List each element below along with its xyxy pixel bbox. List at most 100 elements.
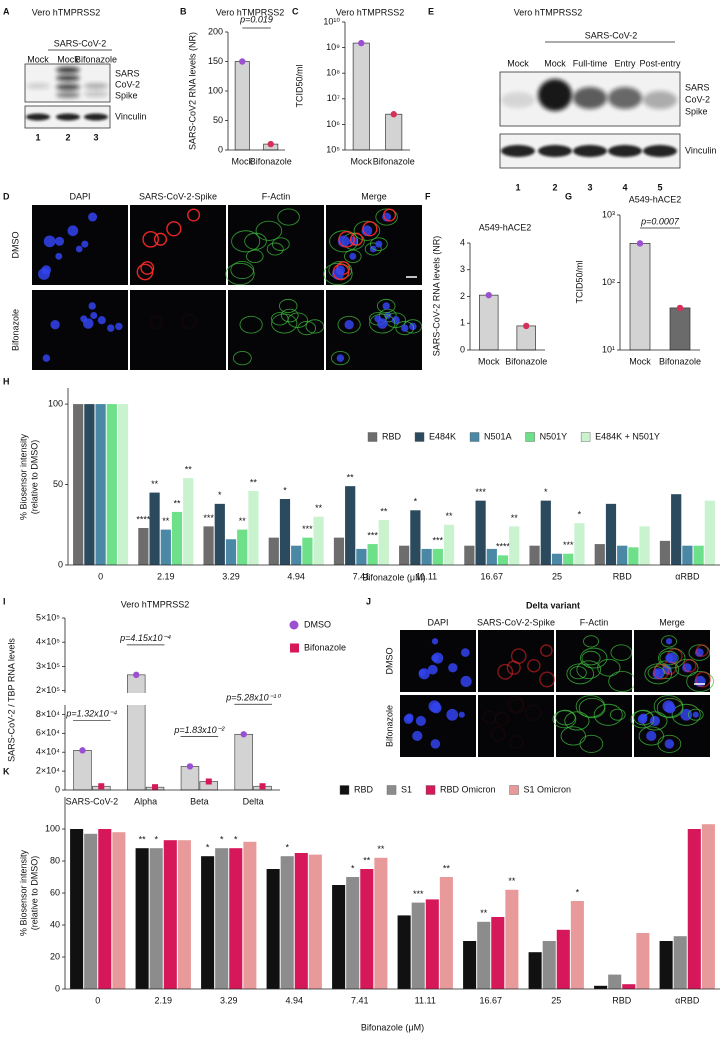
legend-label: E484K (429, 431, 456, 441)
significance: * (206, 843, 210, 853)
bar (608, 974, 622, 989)
y-tick-label: 6×10⁴ (36, 728, 60, 738)
bar (563, 553, 574, 565)
bar (268, 537, 279, 565)
nucleus (665, 638, 673, 645)
band (573, 145, 607, 157)
actin (323, 262, 353, 286)
actin (344, 249, 362, 264)
blot-target: SARS (115, 68, 140, 78)
bar (279, 499, 291, 565)
y-axis-label: TCID50/ml (574, 260, 584, 303)
bar (556, 929, 570, 989)
micrograph-cell (326, 290, 423, 370)
band (56, 92, 80, 98)
actin (687, 708, 704, 721)
x-tick-label: Mock (231, 156, 253, 166)
x-tick-label: 2.19 (154, 995, 172, 1005)
bar (410, 510, 421, 565)
x-tick-label: Alpha (134, 796, 157, 806)
bar (135, 848, 149, 989)
blot-group: SARS-CoV-2 (54, 38, 107, 48)
y-tick-label: 3×10⁵ (36, 661, 60, 671)
nucleus (88, 302, 96, 310)
y-tick-label: 0 (55, 983, 60, 993)
nucleus (448, 663, 458, 673)
spike-signal (181, 313, 197, 330)
nucleus (460, 648, 470, 657)
actin (597, 658, 621, 677)
band (538, 145, 572, 157)
y-tick-label: 0 (58, 559, 63, 569)
lane-label: Post-entry (639, 58, 681, 68)
panel-letter: H (3, 376, 10, 386)
spike-signal (638, 710, 653, 725)
actin (671, 703, 701, 726)
bar (177, 840, 191, 989)
legend-label: DMSO (304, 619, 331, 629)
x-tick-label: RBD (613, 571, 633, 581)
band (643, 91, 677, 109)
micrograph-cell (552, 695, 632, 757)
bar (497, 555, 509, 565)
legend-marker (289, 620, 299, 630)
spike-signal (539, 671, 556, 688)
panel-letter: C (292, 6, 299, 16)
actin (659, 650, 679, 666)
x-tick-label: 0 (98, 571, 103, 581)
blot-target: CoV-2 (685, 94, 710, 104)
y-axis-label: TCID50/ml (294, 64, 304, 107)
legend-label: Bifonazole (304, 642, 346, 652)
actin (337, 315, 361, 334)
bar (352, 42, 370, 151)
bar (378, 519, 389, 565)
significance: *** (563, 540, 574, 550)
lane-number: 4 (622, 182, 627, 192)
x-tick-label: 16.67 (479, 995, 502, 1005)
bar (112, 832, 126, 989)
micrograph-cell (400, 630, 476, 692)
bar (203, 526, 214, 565)
legend-label: S1 (401, 784, 412, 794)
micrograph-cell (478, 630, 556, 692)
nucleus (349, 252, 357, 260)
y-tick-label: 4×10⁴ (36, 747, 60, 757)
significance: * (351, 863, 355, 873)
significance: ** (377, 844, 385, 854)
y-tick-label: 4×10⁵ (36, 637, 60, 647)
bar (540, 500, 551, 565)
micrograph-cell (630, 695, 710, 757)
axis-break (61, 693, 282, 705)
chart-title: A549-hACE2 (629, 194, 682, 204)
actin (233, 350, 252, 366)
bar (479, 294, 499, 351)
bar (73, 404, 84, 565)
point (79, 747, 86, 754)
significance: ** (446, 511, 454, 521)
blot-loading-label: Vinculin (115, 111, 146, 121)
bar (617, 545, 628, 565)
significance: *** (433, 535, 444, 545)
p-value: p=1.32x10⁻⁴ (65, 709, 117, 719)
actin (395, 320, 415, 336)
bar (225, 539, 237, 565)
y-tick-label: 2×10⁴ (36, 765, 60, 775)
actin (225, 262, 255, 286)
bar (234, 61, 250, 151)
legend-marker (367, 432, 378, 442)
nucleus (403, 714, 414, 725)
bar (425, 899, 439, 989)
actin (375, 208, 398, 226)
x-axis-label: Bifonazole (μM) (362, 572, 425, 582)
p-value: p=4.15x10⁻⁴ (119, 633, 171, 643)
nucleus (55, 252, 63, 260)
nucleus (446, 708, 459, 721)
legend-marker (580, 432, 591, 442)
p-value: p=0.0007 (640, 216, 680, 226)
y-tick-label: 1 (460, 318, 465, 328)
band (501, 92, 535, 108)
y-tick-label: 4 (460, 237, 465, 247)
x-tick-label: Delta (243, 796, 264, 806)
y-tick-label: 200 (208, 26, 223, 36)
lane-number: 1 (515, 182, 520, 192)
